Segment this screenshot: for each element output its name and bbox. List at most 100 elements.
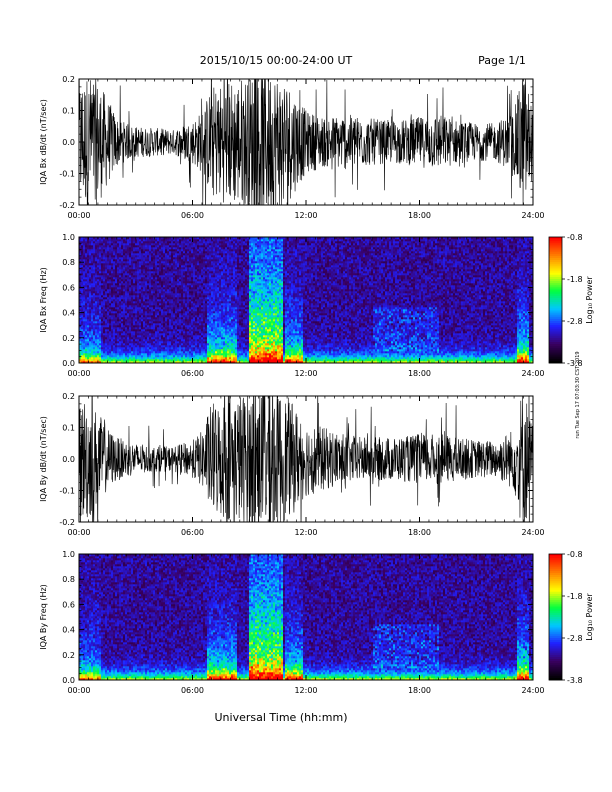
heatmap-cell bbox=[143, 265, 146, 268]
heatmap-cell bbox=[163, 309, 166, 312]
heatmap-cell bbox=[177, 313, 180, 316]
heatmap-cell bbox=[175, 331, 178, 334]
heatmap-cell bbox=[211, 261, 214, 264]
heatmap-cell bbox=[133, 243, 136, 246]
heatmap-cell bbox=[105, 317, 108, 320]
heatmap-cell bbox=[197, 359, 200, 362]
heatmap-cell bbox=[131, 289, 134, 292]
heatmap-cell bbox=[79, 309, 82, 312]
heatmap-cell bbox=[205, 253, 208, 256]
heatmap-cell bbox=[211, 283, 214, 286]
heatmap-cell bbox=[211, 251, 214, 254]
heatmap-cell bbox=[227, 253, 230, 256]
heatmap-cell bbox=[217, 353, 220, 356]
heatmap-cell bbox=[163, 255, 166, 258]
heatmap-cell bbox=[115, 295, 118, 298]
heatmap-cell bbox=[97, 249, 100, 252]
heatmap-cell bbox=[211, 255, 214, 258]
heatmap-cell bbox=[91, 301, 94, 304]
y-tick-label: -0.1 bbox=[59, 170, 75, 179]
heatmap-cell bbox=[161, 307, 164, 310]
heatmap-cell bbox=[221, 273, 224, 276]
heatmap-cell bbox=[231, 339, 234, 342]
heatmap-cell bbox=[201, 293, 204, 296]
heatmap-cell bbox=[181, 361, 184, 363]
heatmap-cell bbox=[187, 349, 190, 352]
heatmap-cell bbox=[81, 313, 84, 316]
heatmap-cell bbox=[105, 343, 108, 346]
heatmap-cell bbox=[123, 359, 126, 362]
heatmap-cell bbox=[175, 317, 178, 320]
heatmap-cell bbox=[115, 237, 118, 240]
heatmap-cell bbox=[95, 301, 98, 304]
heatmap-cell bbox=[129, 269, 132, 272]
heatmap-cell bbox=[213, 313, 216, 316]
heatmap-cell bbox=[87, 293, 90, 296]
heatmap-cell bbox=[183, 319, 186, 322]
heatmap-cell bbox=[81, 249, 84, 252]
heatmap-cell bbox=[127, 279, 130, 282]
heatmap-cell bbox=[123, 321, 126, 324]
heatmap-cell bbox=[119, 245, 122, 248]
heatmap-cell bbox=[153, 251, 156, 254]
heatmap-cell bbox=[201, 291, 204, 294]
heatmap-cell bbox=[181, 327, 184, 330]
heatmap-cell bbox=[223, 321, 226, 324]
heatmap-cell bbox=[131, 257, 134, 260]
heatmap-cell bbox=[205, 241, 208, 244]
heatmap-cell bbox=[177, 351, 180, 354]
heatmap-cell bbox=[169, 253, 172, 256]
heatmap-cell bbox=[93, 275, 96, 278]
heatmap-cell bbox=[143, 333, 146, 336]
heatmap-cell bbox=[225, 341, 228, 344]
heatmap-cell bbox=[169, 357, 172, 360]
heatmap-cell bbox=[199, 245, 202, 248]
heatmap-cell bbox=[165, 359, 168, 362]
heatmap-cell bbox=[177, 303, 180, 306]
heatmap-cell bbox=[221, 263, 224, 266]
heatmap-cell bbox=[215, 355, 218, 358]
heatmap-cell bbox=[121, 245, 124, 248]
heatmap-cell bbox=[155, 335, 158, 338]
heatmap-cell bbox=[221, 275, 224, 278]
heatmap-cell bbox=[111, 255, 114, 258]
heatmap-cell bbox=[113, 317, 116, 320]
heatmap-cell bbox=[131, 253, 134, 256]
heatmap-cell bbox=[177, 333, 180, 336]
heatmap-cell bbox=[133, 305, 136, 308]
heatmap-cell bbox=[231, 335, 234, 338]
heatmap-cell bbox=[125, 295, 128, 298]
heatmap-cell bbox=[195, 319, 198, 322]
heatmap-cell bbox=[145, 355, 148, 358]
heatmap-cell bbox=[135, 355, 138, 358]
heatmap-cell bbox=[213, 263, 216, 266]
heatmap-cell bbox=[83, 327, 86, 330]
heatmap-cell bbox=[203, 327, 206, 330]
heatmap-cell bbox=[191, 299, 194, 302]
heatmap-cell bbox=[183, 283, 186, 286]
heatmap-cell bbox=[95, 299, 98, 302]
heatmap-cell bbox=[157, 303, 160, 306]
heatmap-cell bbox=[103, 361, 106, 363]
heatmap-cell bbox=[135, 275, 138, 278]
heatmap-cell bbox=[115, 349, 118, 352]
heatmap-cell bbox=[139, 251, 142, 254]
heatmap-cell bbox=[151, 343, 154, 346]
heatmap-cell bbox=[217, 307, 220, 310]
heatmap-cell bbox=[193, 359, 196, 362]
heatmap-cell bbox=[219, 263, 222, 266]
heatmap-cell bbox=[163, 279, 166, 282]
heatmap-cell bbox=[165, 327, 168, 330]
heatmap-cell bbox=[137, 333, 140, 336]
heatmap-cell bbox=[167, 315, 170, 318]
heatmap-cell bbox=[121, 331, 124, 334]
heatmap-cell bbox=[229, 331, 232, 334]
heatmap-cell bbox=[127, 243, 130, 246]
heatmap-cell bbox=[81, 245, 84, 248]
heatmap-cell bbox=[169, 353, 172, 356]
heatmap-cell bbox=[91, 345, 94, 348]
heatmap-cell bbox=[105, 271, 108, 274]
heatmap-cell bbox=[131, 299, 134, 302]
heatmap-cell bbox=[145, 239, 148, 242]
heatmap-cell bbox=[227, 267, 230, 270]
